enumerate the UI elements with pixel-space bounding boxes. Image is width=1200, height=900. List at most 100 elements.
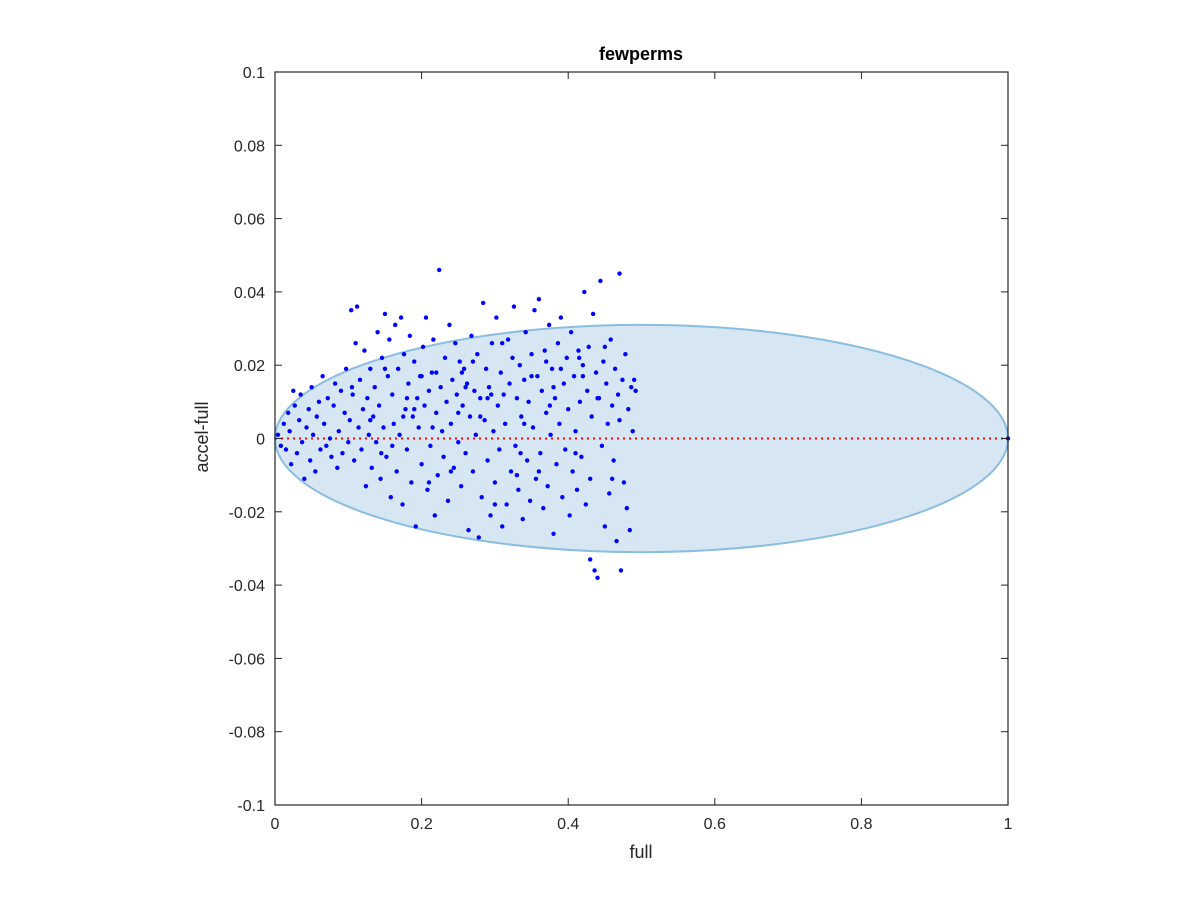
data-point (395, 366, 401, 372)
data-point (354, 304, 360, 309)
data-point (299, 439, 305, 445)
data-point (431, 337, 436, 342)
data-point (633, 388, 638, 394)
data-point (409, 480, 414, 485)
data-point (314, 414, 319, 419)
data-point (466, 527, 471, 533)
y-tick-label: 0.04 (234, 285, 265, 302)
data-point (376, 403, 382, 408)
data-point (580, 373, 586, 379)
data-point (505, 337, 511, 342)
data-point (604, 381, 609, 386)
data-point (287, 428, 292, 434)
data-point (617, 417, 622, 423)
data-point (544, 410, 549, 416)
data-point (557, 421, 562, 427)
data-point (527, 498, 533, 504)
data-point (357, 377, 363, 383)
data-point (593, 370, 599, 375)
data-point (336, 428, 341, 434)
data-point (573, 450, 578, 456)
data-point (609, 476, 615, 482)
data-point (492, 480, 498, 485)
data-point (309, 384, 314, 390)
data-point (539, 388, 545, 394)
data-point (517, 363, 523, 368)
data-point (500, 524, 505, 529)
data-point (456, 439, 461, 445)
data-point (292, 403, 297, 408)
data-point (390, 443, 395, 449)
y-tick-label: -0.04 (229, 578, 266, 595)
data-point (473, 432, 479, 438)
data-point (541, 505, 546, 511)
data-point (401, 414, 406, 419)
data-point (426, 480, 432, 485)
data-point (514, 395, 520, 401)
y-tick-label: -0.08 (229, 725, 266, 742)
data-point (589, 414, 594, 419)
data-point (456, 410, 461, 416)
data-point (497, 447, 502, 452)
data-point (469, 333, 474, 339)
data-point (375, 330, 380, 335)
data-point (547, 403, 553, 408)
data-point (379, 355, 385, 361)
data-point (614, 538, 619, 544)
data-point (327, 436, 333, 441)
data-point (489, 392, 494, 397)
data-point (445, 498, 451, 504)
data-point (450, 377, 455, 383)
data-point (524, 458, 530, 463)
data-point (318, 447, 323, 452)
data-point (480, 300, 486, 306)
data-point (470, 469, 476, 474)
data-point (530, 425, 536, 430)
data-point (538, 450, 543, 456)
data-point (459, 370, 465, 375)
data-point (394, 469, 399, 474)
data-point (356, 425, 361, 430)
data-point (438, 384, 443, 390)
plot-area (274, 267, 1011, 580)
data-point (478, 414, 483, 419)
data-point (291, 388, 296, 394)
data-point (415, 395, 420, 401)
data-point (585, 388, 590, 394)
data-point (605, 421, 610, 427)
data-point (475, 352, 480, 357)
data-point (601, 359, 606, 364)
data-point (350, 392, 355, 397)
data-point (347, 417, 352, 423)
data-point (552, 395, 558, 401)
data-point (388, 494, 394, 500)
data-point (430, 425, 435, 430)
data-point (423, 315, 429, 320)
data-point (488, 513, 493, 518)
data-point (410, 414, 416, 419)
y-tick-label: -0.02 (229, 505, 266, 522)
data-point (447, 322, 452, 328)
data-point (587, 476, 593, 482)
data-point (536, 469, 542, 474)
data-point (611, 458, 616, 463)
data-point (586, 344, 591, 350)
data-point (570, 469, 575, 474)
data-point (448, 469, 454, 474)
data-point (463, 450, 468, 456)
data-point (522, 377, 527, 383)
data-point (507, 381, 512, 386)
x-axis-label: full (629, 842, 652, 862)
data-point (372, 384, 377, 390)
x-tick-label: 0.4 (557, 816, 579, 833)
data-point (595, 395, 600, 401)
data-point (520, 516, 525, 522)
data-point (316, 399, 322, 405)
data-point (567, 513, 572, 518)
data-point (478, 395, 483, 401)
data-point (536, 297, 542, 302)
data-point (523, 330, 528, 335)
data-point (498, 370, 503, 375)
data-point (558, 366, 564, 372)
